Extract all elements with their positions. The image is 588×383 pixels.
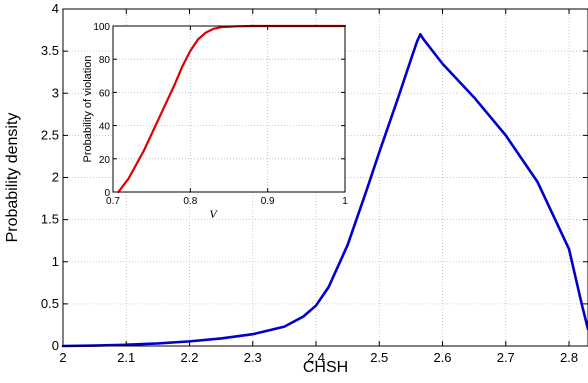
- inset-y-axis-title: Probability of violation: [82, 55, 94, 162]
- inset-y-tick-label: 20: [99, 155, 111, 166]
- x-tick-label: 2.7: [497, 350, 515, 365]
- inset-x-tick-label: 0.7: [106, 196, 120, 207]
- x-tick-label: 2.6: [433, 350, 451, 365]
- inset-x-tick-label: 1: [342, 196, 348, 207]
- x-tick-label: 2.2: [180, 350, 198, 365]
- x-tick-label: 2.3: [244, 350, 262, 365]
- y-tick-label: 4: [52, 1, 59, 16]
- inset-plot: 0.7 0.8 0.9 1 0 20 40 60 80 100 V Probability of vi…: [82, 22, 348, 221]
- x-axis-title: CHSH: [303, 359, 348, 376]
- x-tick-label: 2.5: [370, 350, 388, 365]
- y-tick-label: 1: [52, 254, 59, 269]
- series-line: [61, 32, 588, 348]
- x-tick-label: 2: [59, 350, 66, 365]
- x-tick-label: 2.4: [307, 350, 325, 365]
- inset-x-tick-label: 0.8: [183, 196, 197, 207]
- inset-y-tick-label: 100: [93, 22, 110, 33]
- inset-plot-area: [113, 26, 345, 192]
- y-tick-label: 2: [52, 170, 59, 185]
- inset-y-tick-label: 40: [99, 122, 111, 133]
- y-tick-label: 0.5: [41, 296, 59, 311]
- inset-y-tick-label: 60: [99, 88, 111, 99]
- y-tick-label: 3.5: [41, 43, 59, 58]
- y-tick-label: 1.5: [41, 212, 59, 227]
- x-tick-label: 2.8: [560, 350, 578, 365]
- inset-x-tick-label: 0.9: [261, 196, 275, 207]
- inset-y-tick-label: 0: [104, 188, 110, 199]
- y-tick-label: 0: [52, 338, 59, 353]
- x-tick-label: 2.1: [117, 350, 135, 365]
- inset-x-axis-title: V: [209, 207, 218, 221]
- y-axis-title: Probability density: [4, 113, 21, 243]
- y-tick-label: 3: [52, 85, 59, 100]
- inset-axes-frame: [112, 25, 346, 193]
- inset-y-tick-label: 80: [99, 55, 111, 66]
- y-tick-label: 2.5: [41, 127, 59, 142]
